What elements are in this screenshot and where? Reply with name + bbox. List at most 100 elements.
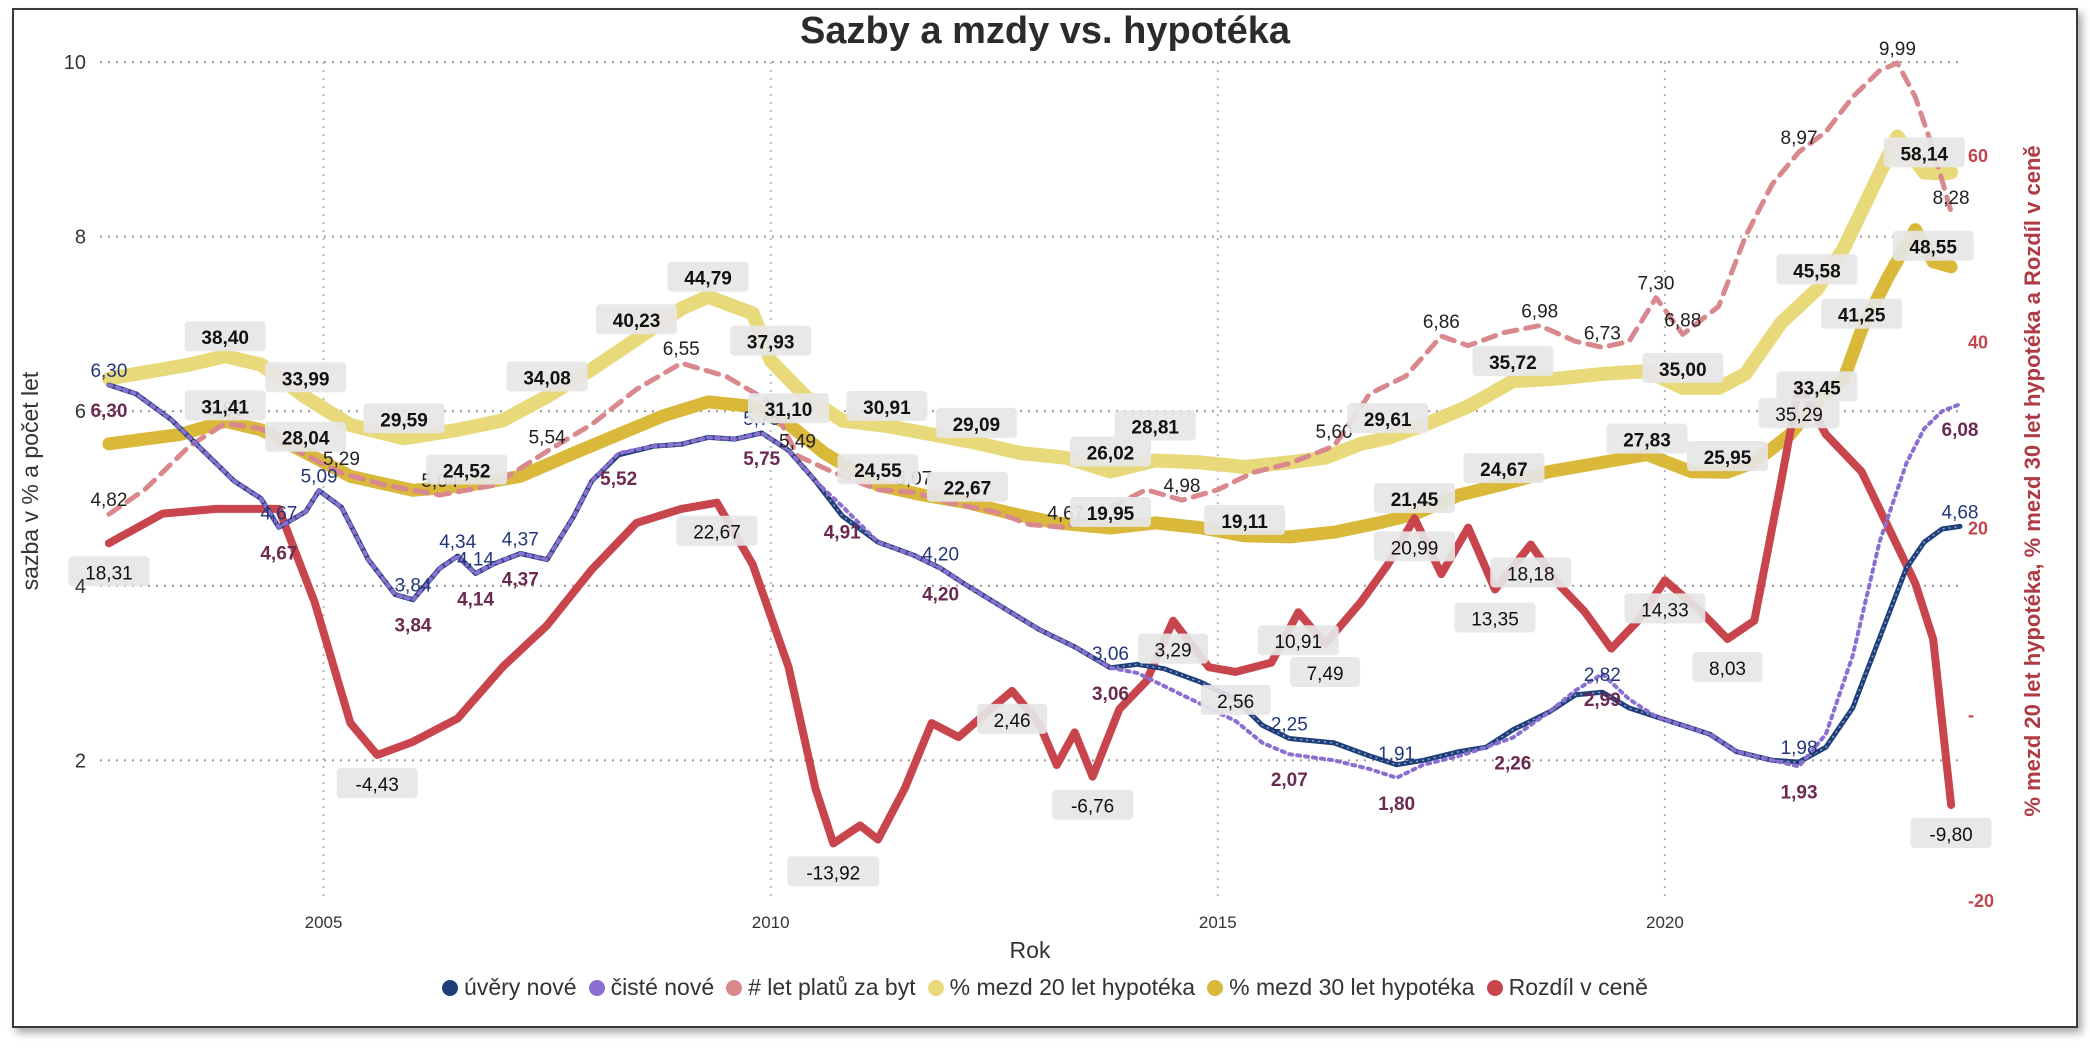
data-label-text: 4,14 [457,550,494,571]
data-label-box [596,304,678,335]
data-label: 6,08 [1942,420,1979,441]
y-left-tick-label: 2 [75,750,86,772]
data-label-text: 4,67 [260,543,297,564]
data-label: -4,43 [336,768,418,799]
data-label: 4,34 [439,532,476,553]
data-label-box [1776,254,1858,285]
data-label-text: 6,73 [1584,323,1621,344]
data-label-text: 4,91 [824,522,861,543]
data-label-text: 19,11 [1221,512,1268,533]
data-label: 3,84 [394,616,431,637]
data-label: 4,82 [90,490,127,511]
data-label-text: 24,52 [443,461,491,482]
data-label: 4,14 [457,550,494,571]
x-tick-label: 2010 [752,913,790,932]
data-label-text: 33,45 [1793,378,1841,399]
data-label: 7,30 [1637,274,1674,295]
data-label: 44,79 [667,261,749,292]
data-label-box [837,454,919,485]
data-label: 3,06 [1092,684,1129,705]
data-label-text: 10,91 [1274,632,1322,653]
data-label: 33,45 [1776,371,1858,402]
y-left-tick-label: 10 [64,52,86,74]
y-right-tick-label: 20 [1968,519,1988,539]
data-label-box [336,768,418,799]
data-label-text: 58,14 [1900,144,1948,165]
legend-marker [1207,980,1224,996]
data-label: 2,82 [1584,665,1621,686]
data-label: 6,86 [1423,312,1460,333]
data-label-box [363,403,445,434]
data-label-text: 2,99 [1584,690,1621,711]
data-label-text: 7,30 [1637,274,1674,295]
data-label-box [265,421,347,452]
data-label: 19,95 [1069,497,1151,528]
data-label-box [1490,557,1572,588]
legend: úvěry nové čisté nové # let platů za byt % … [0,974,2090,1001]
data-label: 6,88 [1664,310,1701,331]
data-label: 24,55 [837,454,919,485]
data-label: 5,49 [779,432,816,453]
data-label-text: 33,99 [282,369,330,390]
data-label-text: 37,93 [747,333,795,354]
data-label: 34,08 [506,361,588,392]
data-label-text: 2,26 [1494,754,1531,775]
data-label: -13,92 [787,856,880,887]
data-label-box [426,454,508,485]
data-label-text: 35,00 [1659,360,1707,381]
data-label: 37,93 [730,325,812,356]
data-label-box [1883,137,1965,168]
data-label: 28,81 [1114,410,1196,441]
data-label-text: 5,52 [600,469,637,490]
data-label: 4,37 [502,529,539,550]
data-label-text: 8,97 [1781,128,1818,149]
data-label-text: 29,61 [1364,410,1412,431]
data-label-box [1624,593,1706,624]
data-label: 29,09 [935,407,1017,438]
x-tick-label: 2020 [1646,913,1684,932]
data-label: 2,46 [977,703,1048,734]
grid-lines [100,61,1960,900]
data-label-box [1821,298,1903,329]
data-label-text: 4,34 [439,532,476,553]
data-label: 6,30 [90,401,127,422]
data-label: 4,98 [1164,476,1201,497]
data-label-box [1692,652,1763,683]
data-label-box [1114,410,1196,441]
data-label: 4,20 [922,544,959,565]
data-label-text: 4,98 [1164,476,1201,497]
data-label: 24,52 [426,454,508,485]
data-label: 6,73 [1584,323,1621,344]
data-label: 2,99 [1584,690,1621,711]
data-label-text: 1,98 [1781,738,1818,759]
y-right-tick-label: 40 [1968,332,1988,352]
data-label-text: 4,82 [90,490,127,511]
data-label-text: 4,68 [1942,502,1979,523]
data-label-text: 5,49 [779,432,816,453]
data-label-box [1138,633,1209,664]
data-label-box [1892,230,1974,261]
data-label-box [184,390,266,421]
data-label: 6,98 [1521,302,1558,323]
legend-item: čisté nové [588,974,715,1001]
data-label: 1,93 [1781,782,1818,803]
data-label-box [506,361,588,392]
data-label: 2,25 [1271,715,1308,736]
legend-item: # let platů za byt [726,974,916,1001]
legend-marker [442,980,459,996]
data-label-text: 27,83 [1623,431,1671,452]
data-label-text: 9,99 [1879,39,1916,60]
data-label: 5,75 [743,449,780,470]
data-label-text: 3,06 [1092,684,1129,705]
data-label-box [1463,453,1545,484]
data-label: 5,29 [323,449,360,470]
y-left-tick-label: 6 [75,401,86,423]
data-label: 2,26 [1494,754,1531,775]
data-label-text: 2,82 [1584,665,1621,686]
series-line--ist-nov- [106,383,1962,780]
legend-label: čisté nové [610,974,715,1000]
data-label-text: -6,76 [1071,797,1114,818]
data-label-text: 5,60 [1316,422,1353,443]
data-labels: 6,304,675,093,844,344,144,375,754,203,06… [68,39,1992,887]
